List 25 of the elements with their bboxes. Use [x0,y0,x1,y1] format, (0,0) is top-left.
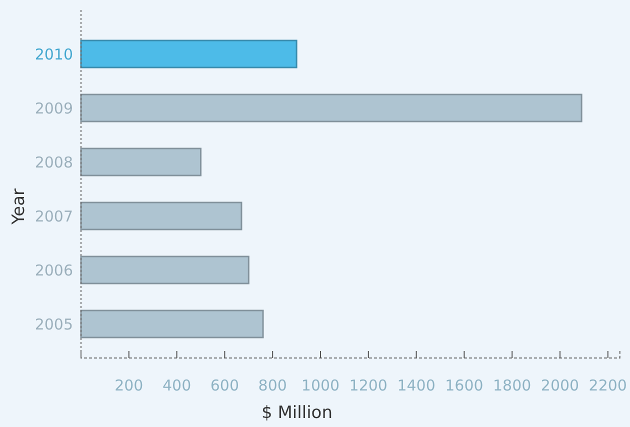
bar [80,94,582,122]
y-axis-title: Year [9,188,29,226]
x-tick-label: 1200 [349,376,388,395]
x-tick-label: 600 [210,376,240,395]
x-tick-label: 1800 [493,376,532,395]
x-tick-label: 200 [114,376,144,395]
y-tick-label: 2005 [34,315,73,334]
bar [80,40,298,68]
y-tick-label: 2009 [34,99,73,118]
x-axis-title: $ Million [262,403,332,423]
bar [80,310,264,338]
x-tick-label: 2000 [540,376,580,395]
x-tick-label: 400 [162,376,192,395]
x-tick-label: 1400 [397,376,436,395]
x-tick-label: 1000 [301,376,340,395]
bar [80,256,250,284]
x-tick-label: 1600 [445,376,484,395]
y-tick-label: 2010 [34,45,73,64]
y-tick-label: 2008 [34,153,73,172]
bar [80,202,242,230]
x-tick-label: 800 [258,376,287,395]
y-tick-label: 2006 [34,261,73,280]
bar [80,148,202,176]
x-tick-label: 2200 [588,376,627,395]
y-tick-label: 2007 [34,207,73,226]
